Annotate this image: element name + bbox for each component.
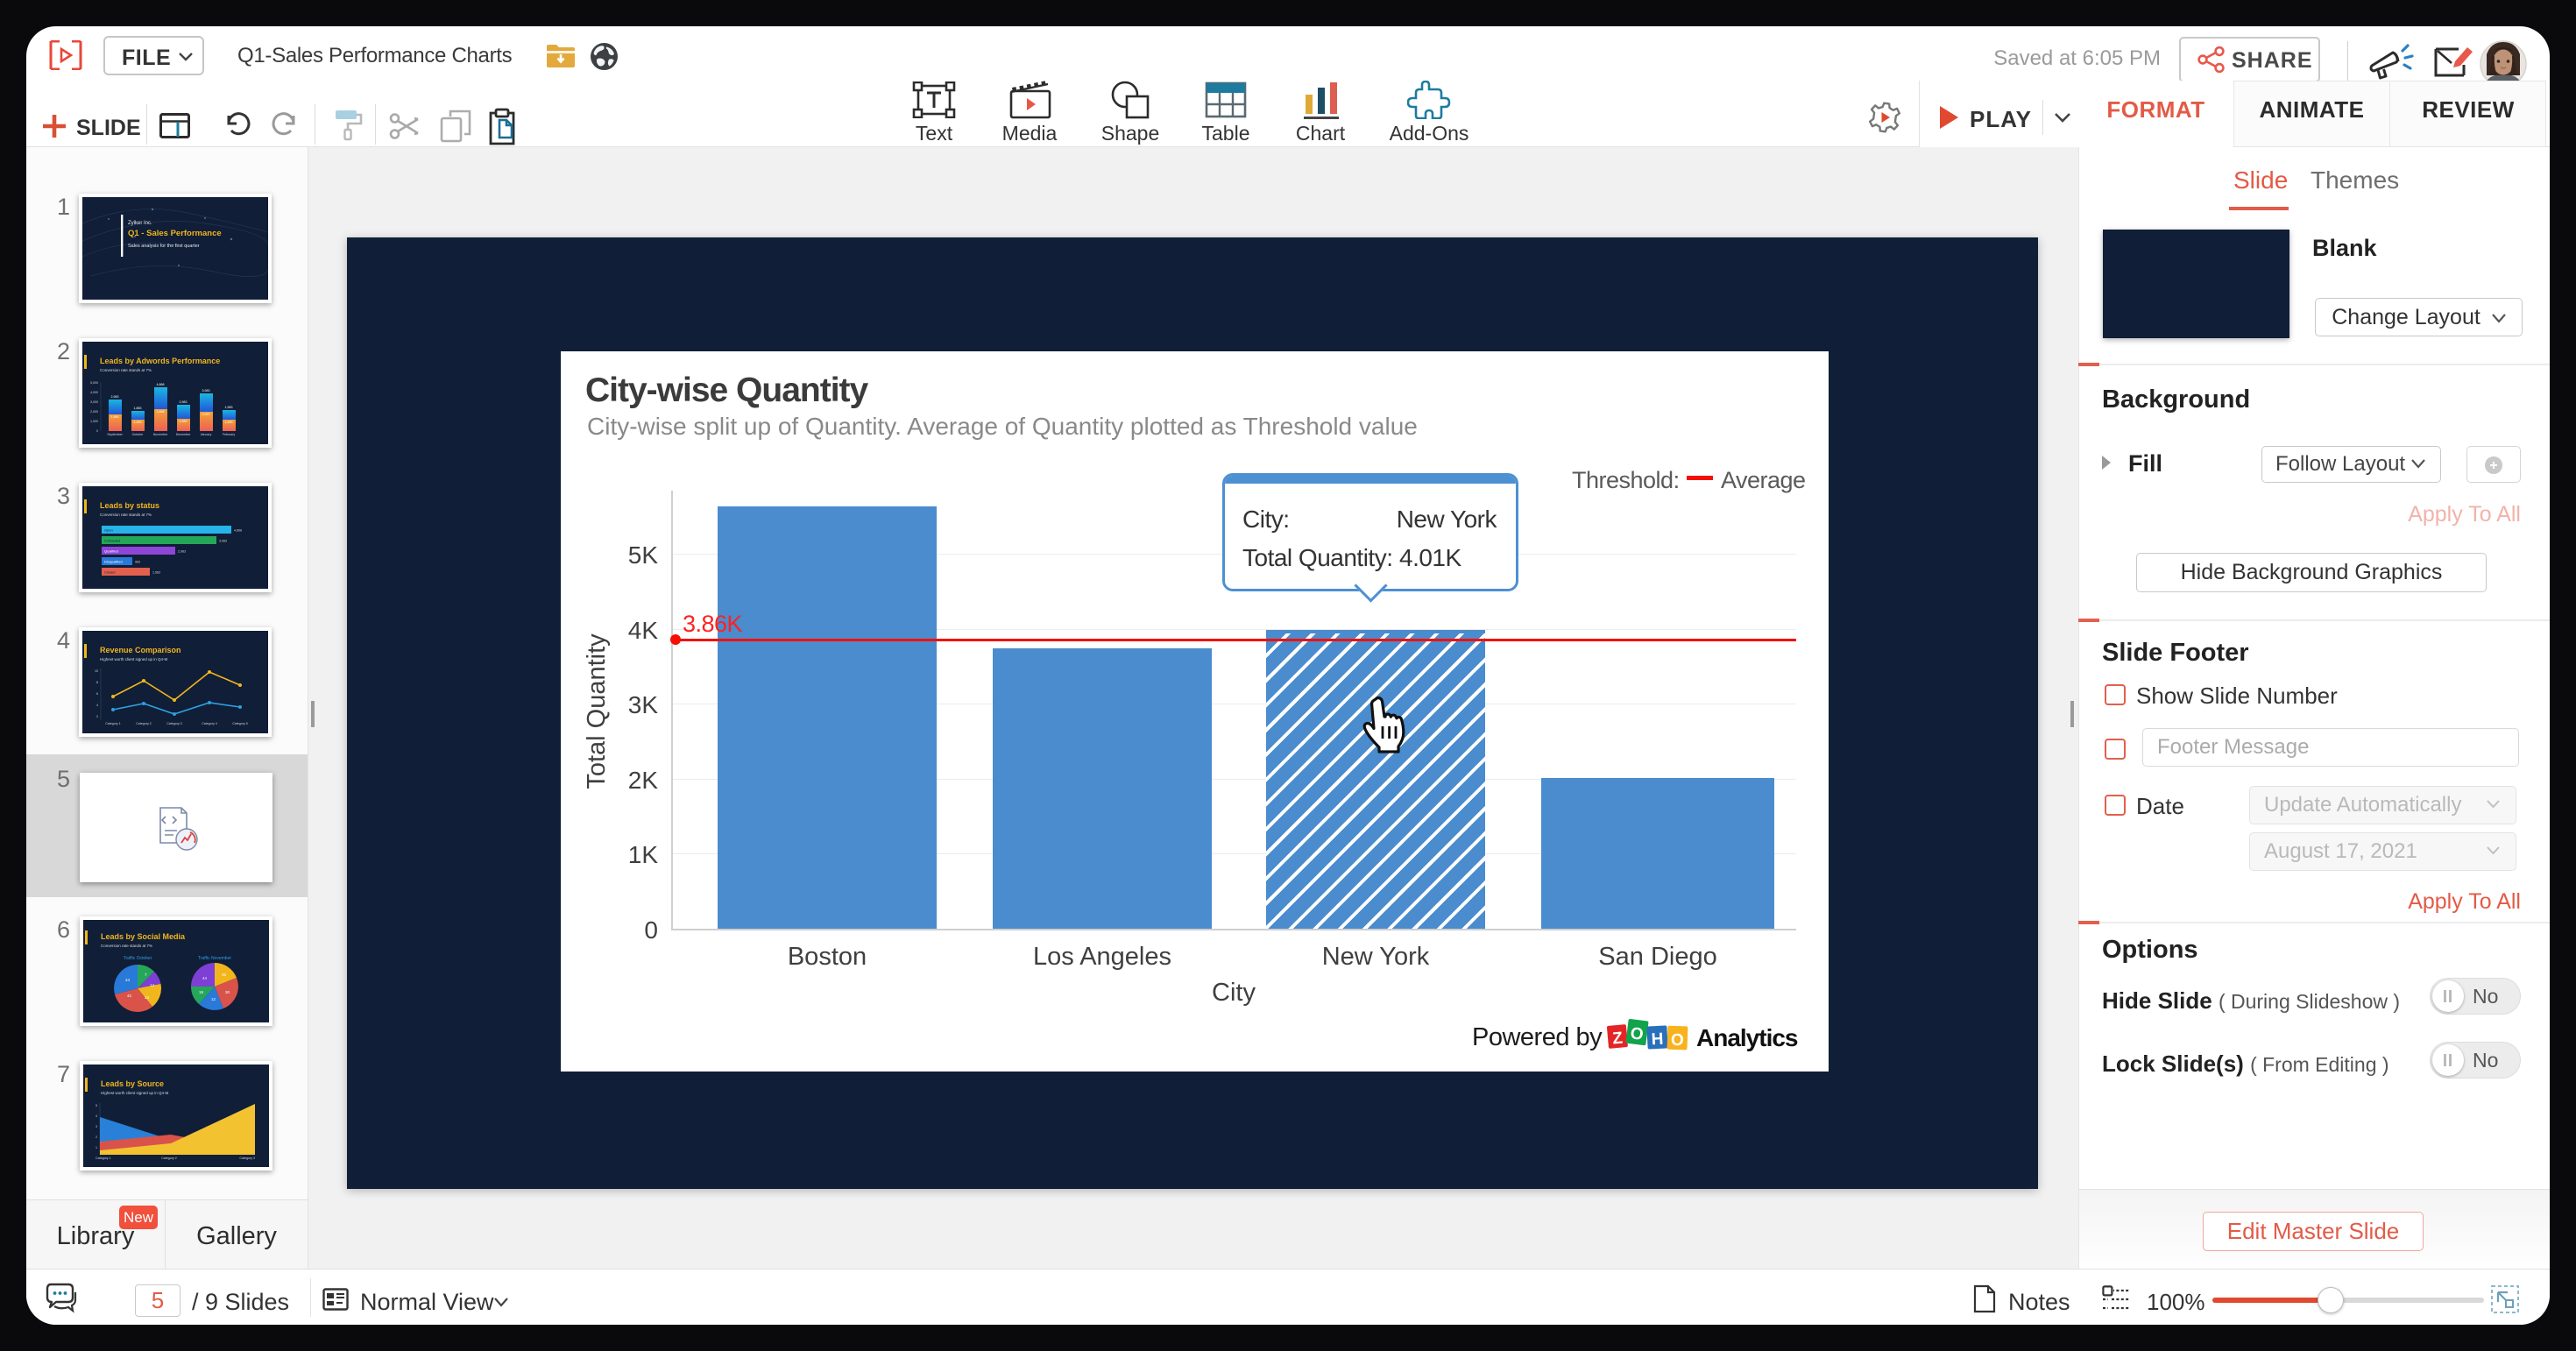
svg-text:Category 1: Category 1	[105, 722, 121, 725]
svg-text:Category 3: Category 3	[239, 1156, 255, 1160]
svg-text:8: 8	[96, 681, 98, 684]
svg-text:December: December	[176, 433, 191, 436]
svg-text:14: 14	[150, 983, 155, 987]
svg-text:Sales analysis for the first q: Sales analysis for the first quarter	[128, 244, 200, 249]
svg-text:Category 2: Category 2	[136, 722, 152, 725]
svg-text:5: 5	[96, 1104, 97, 1107]
svg-text:2: 2	[96, 715, 98, 718]
svg-text:2,983: 2,983	[178, 550, 186, 554]
svg-text:12: 12	[211, 997, 216, 1001]
svg-text:2,983: 2,983	[111, 395, 119, 399]
svg-text:Category 1: Category 1	[96, 1156, 111, 1160]
svg-text:Closed: Closed	[104, 570, 115, 575]
svg-text:Traffic November: Traffic November	[198, 956, 231, 961]
svg-text:Revenue Comparison: Revenue Comparison	[100, 646, 181, 654]
svg-text:Open: Open	[104, 528, 113, 533]
svg-text:Highest worth client signed up: Highest worth client signed up in Q4-M	[101, 1091, 169, 1095]
svg-text:Leads by Social Media: Leads by Social Media	[101, 932, 186, 941]
svg-text:6: 6	[96, 692, 98, 696]
svg-text:3: 3	[96, 1125, 97, 1128]
svg-text:24: 24	[145, 995, 150, 1000]
svg-text:1,883: 1,883	[134, 407, 142, 410]
svg-text:3,983: 3,983	[202, 389, 210, 393]
svg-text:September: September	[107, 433, 123, 436]
svg-text:Conversion rate stands at 7%: Conversion rate stands at 7%	[101, 944, 152, 948]
svg-text:3,000: 3,000	[90, 400, 98, 404]
svg-text:Highest worth client signed up: Highest worth client signed up in Q4-M	[100, 657, 168, 661]
svg-text:3,983: 3,983	[219, 540, 227, 543]
svg-text:4: 4	[96, 1114, 97, 1118]
svg-text:February: February	[223, 433, 236, 436]
svg-text:O: O	[1671, 1031, 1685, 1050]
svg-text:1,583: 1,583	[180, 420, 188, 423]
svg-text:Category 2: Category 2	[161, 1156, 177, 1160]
svg-text:5,000: 5,000	[90, 381, 98, 385]
svg-text:October: October	[132, 433, 145, 436]
svg-text:1: 1	[96, 1146, 97, 1149]
svg-text:2,983: 2,983	[180, 400, 188, 404]
svg-text:Category 3: Category 3	[166, 722, 182, 725]
svg-text:983: 983	[135, 561, 140, 564]
svg-text:Q1 - Sales Performance: Q1 - Sales Performance	[128, 229, 222, 238]
svg-text:2,000: 2,000	[90, 410, 98, 414]
svg-text:Qualified: Qualified	[104, 549, 118, 554]
svg-text:Contacted: Contacted	[104, 539, 120, 543]
svg-text:2,083: 2,083	[202, 413, 210, 416]
svg-text:4,868: 4,868	[234, 529, 242, 533]
svg-text:Conversion rate stands at 7%: Conversion rate stands at 7%	[100, 368, 152, 372]
svg-text:4,868: 4,868	[157, 383, 165, 386]
svg-text:1,983: 1,983	[111, 415, 119, 419]
svg-text:1,283: 1,283	[134, 421, 142, 424]
svg-text:Z: Z	[1611, 1029, 1624, 1048]
svg-text:30: 30	[225, 990, 230, 994]
svg-text:Leads by Source: Leads by Source	[101, 1079, 164, 1088]
svg-text:January: January	[201, 433, 212, 436]
svg-text:Disqualified: Disqualified	[104, 560, 123, 564]
svg-text:42: 42	[127, 994, 132, 998]
svg-text:November: November	[153, 433, 168, 436]
svg-text:O: O	[1630, 1024, 1645, 1044]
svg-text:44: 44	[202, 976, 208, 980]
svg-text:1,283: 1,283	[225, 421, 233, 424]
svg-text:44: 44	[125, 978, 131, 982]
svg-text:Leads by Adwords Performance: Leads by Adwords Performance	[100, 357, 220, 365]
svg-text:Traffic October: Traffic October	[124, 956, 152, 961]
svg-text:0: 0	[96, 429, 98, 433]
svg-text:2: 2	[96, 1135, 97, 1139]
svg-text:Leads by status: Leads by status	[100, 501, 159, 510]
svg-text:Category 4: Category 4	[202, 722, 217, 725]
svg-text:4: 4	[96, 704, 98, 707]
svg-text:45: 45	[222, 973, 227, 977]
svg-text:Zylker Inc.: Zylker Inc.	[128, 221, 152, 226]
svg-text:18: 18	[199, 990, 204, 994]
svg-text:1,583: 1,583	[152, 571, 160, 575]
svg-text:10: 10	[95, 669, 98, 673]
svg-text:1,983: 1,983	[225, 406, 233, 409]
svg-text:4,000: 4,000	[90, 391, 98, 394]
svg-text:7: 7	[145, 973, 147, 977]
svg-text:H: H	[1651, 1030, 1664, 1050]
svg-text:Category 5: Category 5	[232, 722, 248, 725]
svg-text:Conversion rate stands at 7%: Conversion rate stands at 7%	[100, 513, 152, 517]
svg-text:2,868: 2,868	[157, 410, 165, 414]
svg-text:1,000: 1,000	[90, 420, 98, 423]
